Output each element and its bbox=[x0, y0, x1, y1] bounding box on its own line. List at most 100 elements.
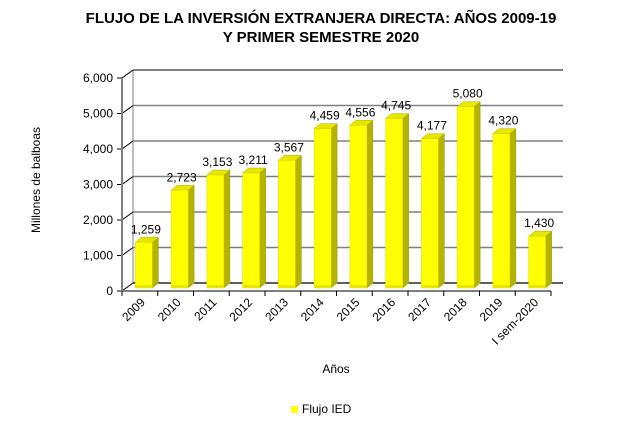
bar-2019 bbox=[492, 128, 517, 289]
legend: Flujo IED bbox=[291, 401, 351, 417]
data-label: 3,211 bbox=[239, 153, 268, 167]
data-label: 1,259 bbox=[131, 222, 161, 236]
data-label: 4,459 bbox=[310, 109, 340, 123]
y-tick-label: 0 bbox=[106, 284, 113, 298]
bar-front bbox=[492, 133, 511, 289]
bar-2013 bbox=[277, 154, 303, 289]
bar-front bbox=[385, 118, 403, 289]
gridline-diagonal-6000 bbox=[121, 69, 134, 79]
bar-bottom-shade bbox=[171, 285, 189, 288]
bar-front bbox=[349, 125, 368, 289]
bar-side bbox=[473, 101, 481, 289]
bar-front bbox=[313, 128, 332, 289]
bar-bottom-shade bbox=[492, 285, 510, 288]
data-label: 3,567 bbox=[274, 140, 304, 154]
bar-2012 bbox=[241, 167, 267, 289]
x-tick-label: 2016 bbox=[369, 295, 398, 324]
bar-front bbox=[456, 106, 475, 289]
y-tick-labels: 0 1,000 2,000 3,000 4,000 5,000 6,000 bbox=[83, 71, 113, 298]
gridlines bbox=[121, 69, 563, 292]
bar-bottom-shade bbox=[385, 285, 403, 288]
bar-2009 bbox=[134, 236, 160, 289]
bar-2018 bbox=[456, 101, 481, 289]
y-tick-label: 5,000 bbox=[83, 107, 113, 121]
bar-2016 bbox=[384, 113, 410, 289]
bar-bottom-shade bbox=[135, 285, 153, 288]
data-label: 4,745 bbox=[381, 99, 411, 113]
y-tick-label: 2,000 bbox=[83, 213, 113, 227]
bar-bottom-shade bbox=[242, 285, 260, 288]
x-tick-label: 2018 bbox=[441, 295, 470, 324]
data-label: 3,153 bbox=[202, 155, 232, 169]
chart-title-line-2: Y PRIMER SEMESTRE 2020 bbox=[222, 29, 420, 46]
bar-side bbox=[259, 167, 266, 289]
axes bbox=[117, 77, 552, 296]
bar-front bbox=[278, 160, 296, 289]
bar-front bbox=[242, 172, 260, 289]
x-tick-label: 2017 bbox=[405, 295, 434, 324]
chart-title: FLUJO DE LA INVERSIÓN EXTRANJERA DIRECTA… bbox=[0, 9, 642, 47]
gridline-diagonal-1000 bbox=[121, 247, 134, 256]
bar-bottom-shade bbox=[349, 285, 367, 288]
x-tick-label: 2012 bbox=[226, 295, 255, 324]
data-label: 4,320 bbox=[488, 114, 518, 128]
bar-side bbox=[330, 123, 338, 289]
gridline-diagonal-3000 bbox=[121, 176, 134, 185]
data-label: 2,723 bbox=[167, 170, 197, 184]
data-label: 4,556 bbox=[345, 105, 375, 119]
bar-bottom-shade bbox=[457, 285, 475, 288]
x-tick-label: 2013 bbox=[262, 295, 291, 324]
data-label: 1,430 bbox=[524, 216, 554, 230]
bar-side bbox=[366, 119, 374, 289]
y-tick-label: 3,000 bbox=[83, 178, 113, 192]
legend-label-flujo-ied: Flujo IED bbox=[302, 402, 352, 416]
bar-bottom-shade bbox=[206, 285, 224, 288]
x-tick-label: 2011 bbox=[191, 295, 219, 323]
bar-side bbox=[295, 154, 302, 289]
x-tick-labels: 2009 2010 2011 2012 2013 2014 2015 2016 2017 2018… bbox=[119, 295, 541, 348]
bar-side bbox=[509, 128, 517, 289]
bar-bottom-shade bbox=[278, 285, 296, 288]
bar-2011 bbox=[206, 169, 231, 289]
gridline-diagonal-5000 bbox=[121, 105, 134, 114]
bar-i-sem-2020 bbox=[527, 230, 553, 289]
gridline-diagonal-2000 bbox=[121, 211, 134, 221]
bar-bottom-shade bbox=[528, 285, 546, 288]
gridline-diagonal-4000 bbox=[121, 140, 134, 150]
y-tick-label: 1,000 bbox=[83, 249, 113, 263]
x-tick-label: 2010 bbox=[155, 295, 184, 324]
chart-title-line-1: FLUJO DE LA INVERSIÓN EXTRANJERA DIRECTA… bbox=[85, 10, 557, 27]
bars bbox=[134, 101, 553, 289]
data-label: 5,080 bbox=[453, 87, 483, 101]
x-tick-label: 2015 bbox=[334, 295, 363, 324]
y-tick-label: 4,000 bbox=[83, 142, 113, 156]
data-labels: 1,259 2,723 3,153 3,211 3,567 4,459 4,556 4,745… bbox=[131, 87, 555, 237]
bar-side bbox=[223, 169, 231, 289]
bar-side bbox=[438, 133, 445, 289]
y-tick-label: 6,000 bbox=[83, 71, 113, 85]
y-axis-label: Millones de balboas bbox=[29, 126, 43, 234]
bar-side bbox=[402, 113, 409, 289]
bar-2010 bbox=[170, 184, 195, 289]
bar-side bbox=[152, 236, 159, 289]
bar-side bbox=[545, 230, 552, 289]
bar-bottom-shade bbox=[314, 285, 332, 288]
data-label: 4,177 bbox=[417, 119, 447, 133]
legend-swatch-flujo-ied bbox=[291, 405, 298, 413]
x-tick-label: 2009 bbox=[119, 295, 148, 324]
bar-front bbox=[170, 190, 189, 289]
x-tick-label: 2019 bbox=[477, 295, 506, 324]
x-axis-label: Años bbox=[322, 362, 350, 376]
bar-front bbox=[421, 138, 439, 289]
x-tick-label: 2014 bbox=[298, 295, 327, 324]
bar-front bbox=[528, 235, 546, 289]
bar-front bbox=[135, 242, 153, 289]
bar-2015 bbox=[349, 119, 374, 289]
bar-side bbox=[187, 184, 195, 289]
bar-bottom-shade bbox=[421, 285, 439, 288]
bar-front bbox=[206, 174, 225, 289]
bar-2017 bbox=[420, 133, 446, 289]
bar-2014 bbox=[313, 123, 338, 289]
gridline-diagonal-0 bbox=[121, 282, 134, 292]
